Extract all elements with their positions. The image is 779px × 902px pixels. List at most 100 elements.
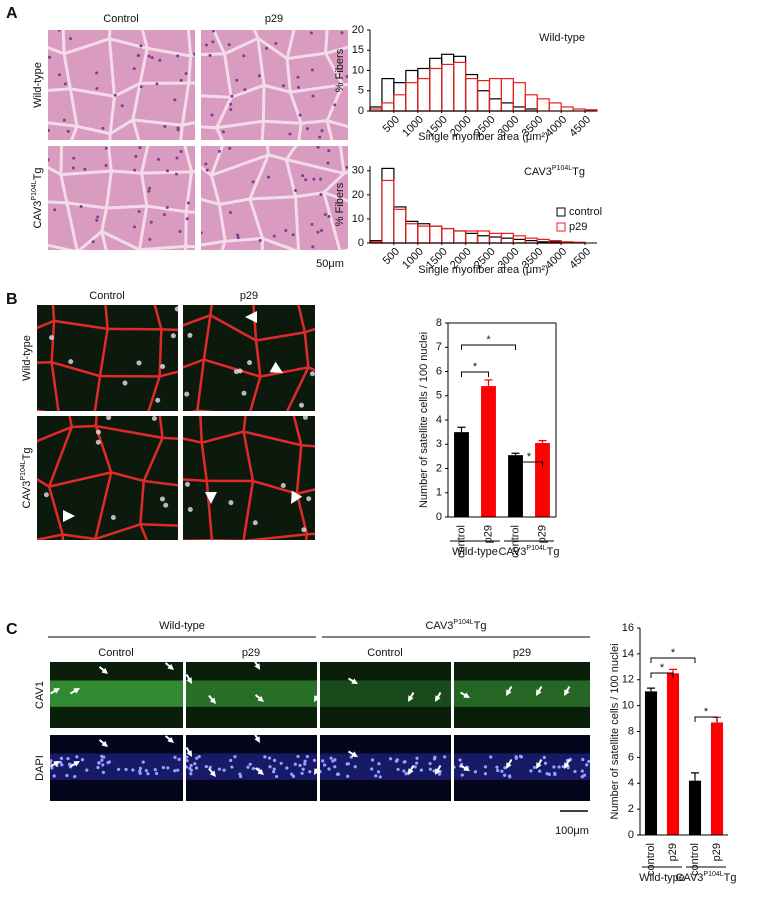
- nucleus: [304, 178, 308, 182]
- nucleus: [396, 767, 400, 772]
- fiber-border: [48, 243, 77, 250]
- arrow: [435, 691, 442, 702]
- fiber-border: [139, 523, 149, 540]
- fiber-border: [295, 445, 303, 494]
- arrow: [506, 758, 513, 769]
- histogram-bar: [441, 63, 455, 112]
- fiber-border: [13, 542, 26, 575]
- nucleus: [179, 78, 183, 82]
- significance-bracket: [694, 716, 718, 722]
- y-axis-label: Number of satellite cells / 100 nuclei: [609, 643, 621, 819]
- histogram-bar: [429, 225, 443, 244]
- fiber-border: [47, 486, 64, 535]
- nucleus: [267, 756, 272, 760]
- nucleus: [80, 758, 85, 762]
- fiber-border: [183, 146, 193, 173]
- histogram-bar: [441, 227, 455, 244]
- fiber-border: [265, 146, 270, 156]
- histogram-bar: [453, 230, 467, 244]
- error-bar: [538, 440, 547, 444]
- x-tick-label: control: [689, 843, 701, 876]
- y-tick-label: 14: [622, 648, 634, 660]
- nucleus: [514, 756, 518, 760]
- row-label-part: CAV3: [21, 481, 33, 509]
- histogram-bar: [417, 225, 431, 244]
- nucleus: [160, 363, 166, 369]
- nucleus: [158, 58, 162, 62]
- nucleus: [144, 768, 148, 773]
- fiber-border: [301, 568, 327, 577]
- fiber-border: [366, 38, 381, 84]
- fiber-border: [27, 120, 38, 153]
- fiber-border: [255, 331, 306, 342]
- fiber-border: [285, 58, 292, 93]
- fiber-border: [342, 320, 347, 384]
- fiber-border: [342, 283, 347, 320]
- nucleus: [155, 397, 161, 403]
- fiber-border: [304, 327, 315, 334]
- arrow: [69, 761, 80, 768]
- y-tick-label: 10: [352, 64, 364, 76]
- x-tick-label: control: [455, 525, 467, 558]
- nucleus: [131, 768, 135, 772]
- nucleus: [185, 217, 189, 221]
- fiber-border: [158, 329, 163, 377]
- nucleus: [561, 765, 565, 769]
- scale-label: 100μm: [555, 825, 589, 837]
- fiber-border: [285, 146, 298, 161]
- histogram-bar: [381, 77, 395, 112]
- fiber-border: [286, 158, 345, 175]
- nucleus: [285, 766, 289, 770]
- nucleus: [179, 149, 183, 153]
- histogram-bar: [500, 77, 514, 112]
- nucleus: [327, 767, 331, 771]
- arrowhead: [205, 492, 217, 504]
- nucleus: [192, 52, 195, 56]
- frame: [448, 322, 557, 517]
- fiber-border: [68, 416, 73, 428]
- arrowhead: [269, 361, 283, 373]
- nucleus: [239, 774, 243, 779]
- arrow: [314, 691, 317, 702]
- y-tick-label: 16: [622, 622, 634, 634]
- nucleus: [139, 44, 143, 48]
- fiber-border: [211, 539, 244, 540]
- column-label: p29: [240, 290, 258, 302]
- nucleus: [228, 211, 232, 215]
- nucleus: [415, 756, 419, 760]
- fiber-border: [263, 83, 291, 94]
- fiber-border: [114, 284, 146, 286]
- nucleus: [496, 768, 500, 773]
- bar: [644, 691, 658, 835]
- fiber-border: [297, 123, 303, 140]
- arrow: [164, 662, 174, 670]
- nucleus: [52, 774, 56, 778]
- row-label: Wild-type: [32, 62, 44, 108]
- row-label: CAV3P104LTg: [20, 447, 33, 508]
- fiber-border: [37, 533, 63, 540]
- group-label-part: Wild-type: [639, 872, 685, 884]
- fiber-border: [62, 53, 72, 90]
- nucleus: [138, 766, 142, 770]
- row-label-part: P104L: [31, 180, 38, 200]
- fiber-border: [188, 81, 195, 85]
- background: [320, 662, 451, 728]
- nucleus: [177, 757, 181, 761]
- fiber-border: [249, 376, 262, 411]
- fiber-border: [187, 55, 193, 84]
- column-label: p29: [513, 647, 531, 659]
- histogram-bar: [536, 98, 550, 112]
- histogram-bar: [500, 102, 514, 112]
- fiber-border: [258, 577, 301, 581]
- nucleus: [204, 765, 208, 769]
- fiber-border: [223, 36, 259, 56]
- fiber-border: [59, 174, 69, 204]
- arrow: [408, 764, 415, 775]
- nucleus: [458, 758, 462, 762]
- nucleus: [346, 762, 351, 766]
- fiber-border: [243, 430, 302, 447]
- fiber-border: [77, 230, 103, 250]
- column-label: p29: [242, 647, 260, 659]
- fiber-border: [22, 270, 73, 273]
- fiber-border: [182, 278, 228, 281]
